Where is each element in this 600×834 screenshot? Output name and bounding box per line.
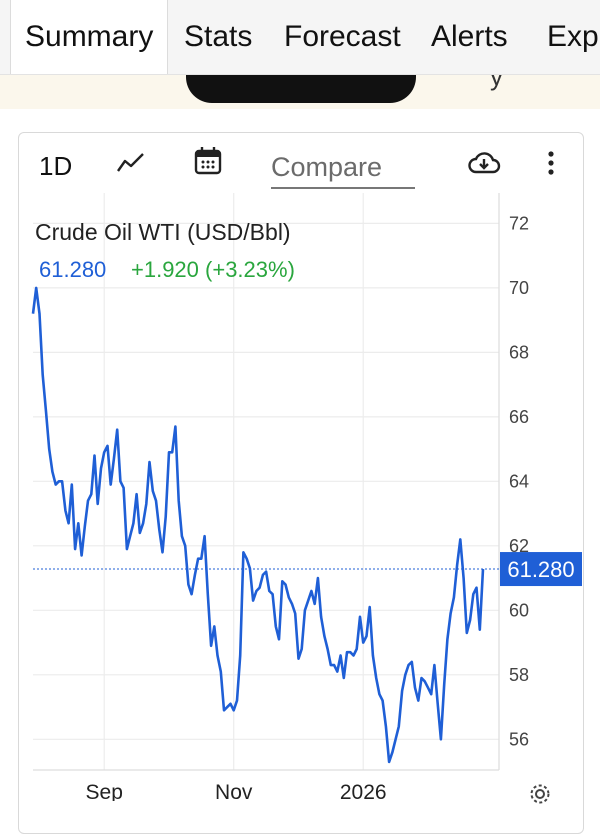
settings-icon[interactable]	[529, 783, 551, 810]
download-icon[interactable]	[467, 149, 501, 182]
last-price-tag	[500, 552, 582, 587]
x-tick-label: Nov	[215, 781, 253, 801]
line-chart-icon[interactable]	[115, 149, 147, 182]
tab-summary[interactable]: Summary	[10, 0, 169, 74]
y-tick-label: 68	[509, 342, 529, 362]
promo-banner: ‘ y ‘	[0, 75, 600, 109]
tab-alerts[interactable]: Alerts	[431, 20, 508, 53]
x-tick-label: Sep	[86, 781, 123, 801]
price-change: +1.920 (+3.23%)	[131, 257, 295, 282]
y-tick-label: 70	[509, 278, 529, 298]
y-tick-label: 72	[509, 213, 529, 233]
y-tick-label: 58	[509, 665, 529, 685]
compare-input[interactable]: Compare	[271, 147, 415, 189]
series-line	[31, 286, 485, 764]
tab-stats[interactable]: Stats	[184, 20, 253, 53]
tab-more[interactable]: Exp	[547, 20, 599, 53]
calendar-icon[interactable]	[193, 145, 223, 182]
price-chart[interactable]: 56 58 60 62 64 66 68 70 72 Sep Nov 2026 61.280	[19, 133, 583, 801]
x-tick-label: 2026	[340, 781, 387, 801]
y-tick-label: 66	[509, 407, 529, 427]
banner-text: ‘ y ‘	[465, 75, 534, 91]
y-tick-label: 60	[509, 600, 529, 620]
y-tick-label: 64	[509, 471, 529, 491]
tab-forecast[interactable]: Forecast	[284, 20, 401, 53]
more-options-icon[interactable]	[543, 149, 559, 184]
last-price: 61.280	[39, 257, 107, 282]
chart-card: 1D Compare 56 58 60 62 64 66 68 70 72 Sep Nov 2026 6…	[18, 132, 584, 834]
y-tick-label: 62	[509, 536, 529, 556]
last-price-tag-label: 61.280	[507, 557, 574, 582]
chart-title: Crude Oil WTI (USD/Bbl)	[35, 219, 291, 245]
y-tick-label: 56	[509, 729, 529, 749]
tab-bar: Summary Stats Forecast Alerts Exp	[0, 0, 600, 75]
range-selector[interactable]: 1D	[39, 151, 73, 181]
banner-button[interactable]	[186, 75, 416, 103]
